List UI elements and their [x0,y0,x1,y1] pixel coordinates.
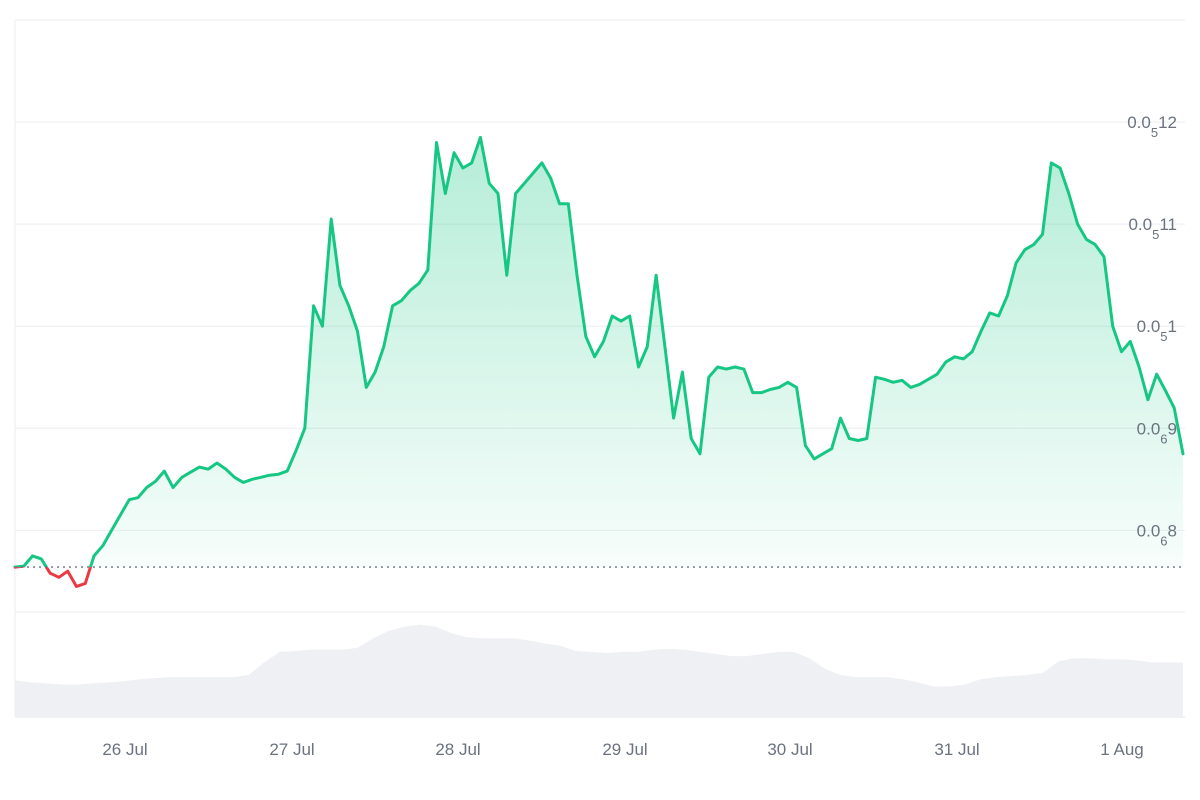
x-tick-label: 28 Jul [435,740,480,759]
y-tick-label: 0.069 [1137,419,1177,446]
price-area-fill [15,137,1183,568]
volume-shape [15,624,1183,717]
x-tick-label: 30 Jul [767,740,812,759]
y-axis-ticks: 0.068 0.069 0.051 0.0511 0.0512 [1127,113,1177,548]
price-line-up [13,135,1185,568]
y-tick-label: 0.051 [1137,317,1177,344]
price-area [15,137,1183,568]
x-tick-label: 27 Jul [269,740,314,759]
volume-area [15,624,1183,717]
x-tick-label: 29 Jul [602,740,647,759]
y-tick-label: 0.0511 [1128,215,1177,242]
x-tick-label: 26 Jul [102,740,147,759]
x-tick-label: 1 Aug [1100,740,1144,759]
y-tick-label: 0.068 [1137,521,1177,548]
y-tick-label: 0.0512 [1127,113,1177,140]
x-tick-label: 31 Jul [934,740,979,759]
x-axis-ticks: 26 Jul 27 Jul 28 Jul 29 Jul 30 Jul 31 Jul 1 Au… [102,740,1143,759]
price-line-group [13,135,1185,588]
